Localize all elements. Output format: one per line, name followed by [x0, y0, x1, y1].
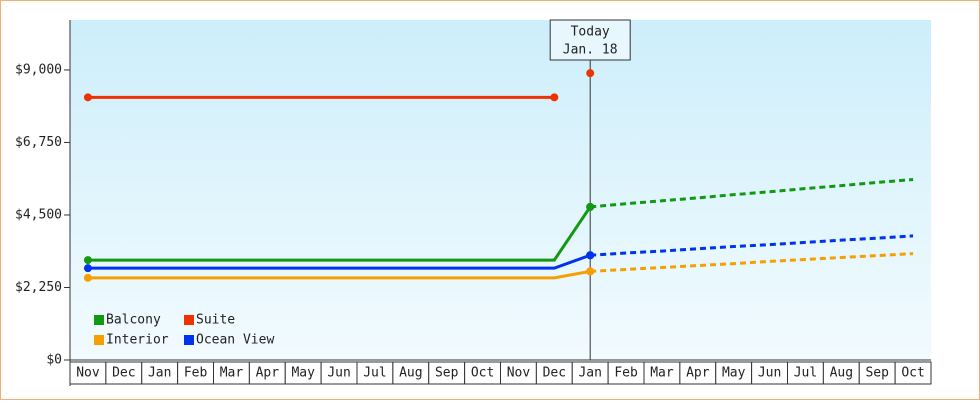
x-tick-label: Apr: [686, 366, 710, 381]
point: [586, 267, 595, 276]
x-tick-label: Jan: [578, 366, 601, 381]
point: [586, 69, 595, 78]
point: [83, 93, 92, 102]
x-tick-label: Apr: [256, 366, 280, 381]
forecast-line: [590, 178, 914, 209]
today-box: [549, 19, 631, 61]
y-tick-label: $6,750: [15, 135, 62, 150]
forecast-line: [590, 234, 914, 257]
legend-swatch: [94, 315, 104, 325]
x-tick-label: Dec: [112, 366, 135, 381]
point: [83, 273, 92, 282]
x-tick-label: Jun: [327, 366, 350, 381]
x-tick-label: Aug: [399, 366, 422, 381]
x-tick-label: Aug: [830, 366, 853, 381]
legend-label: Balcony: [106, 313, 161, 328]
legend-swatch: [94, 335, 104, 345]
legend-label: Ocean View: [196, 333, 274, 348]
forecast-line: [590, 252, 914, 273]
x-tick-label: May: [722, 366, 746, 381]
x-tick-label: Jul: [363, 366, 386, 381]
point: [586, 202, 595, 211]
y-tick-label: $9,000: [15, 62, 62, 77]
point: [586, 251, 595, 260]
legend-swatch: [184, 315, 194, 325]
y-tick-label: $0: [46, 353, 62, 368]
x-tick-label: May: [291, 366, 315, 381]
x-tick-label: Sep: [435, 366, 459, 381]
point: [83, 256, 92, 265]
x-tick-label: Jan: [148, 366, 171, 381]
y-tick-label: $2,250: [15, 280, 62, 295]
y-tick-label: $4,500: [15, 207, 62, 222]
price-line: [87, 253, 591, 270]
x-tick-label: Feb: [614, 366, 638, 381]
month-cell: [894, 361, 932, 385]
x-tick-label: Nov: [76, 366, 100, 381]
x-tick-label: Jun: [758, 366, 781, 381]
legend-label: Suite: [196, 313, 235, 328]
point: [550, 93, 559, 102]
plot-area: [70, 20, 931, 360]
x-tick-label: Dec: [543, 366, 566, 381]
price-line: [87, 206, 592, 262]
x-tick-label: Oct: [471, 366, 494, 381]
x-tick-label: Mar: [220, 366, 244, 381]
today-label: Jan. 18: [563, 43, 618, 58]
x-tick-label: Feb: [184, 366, 208, 381]
point: [83, 264, 92, 273]
legend-swatch: [184, 335, 194, 345]
x-tick-label: Jul: [794, 366, 817, 381]
x-tick-label: Mar: [650, 366, 674, 381]
legend-label: Interior: [106, 333, 169, 348]
x-tick-label: Oct: [901, 366, 924, 381]
today-label: Today: [571, 25, 610, 40]
price-line: [87, 269, 591, 280]
x-tick-label: Nov: [507, 366, 531, 381]
x-tick-label: Sep: [865, 366, 889, 381]
